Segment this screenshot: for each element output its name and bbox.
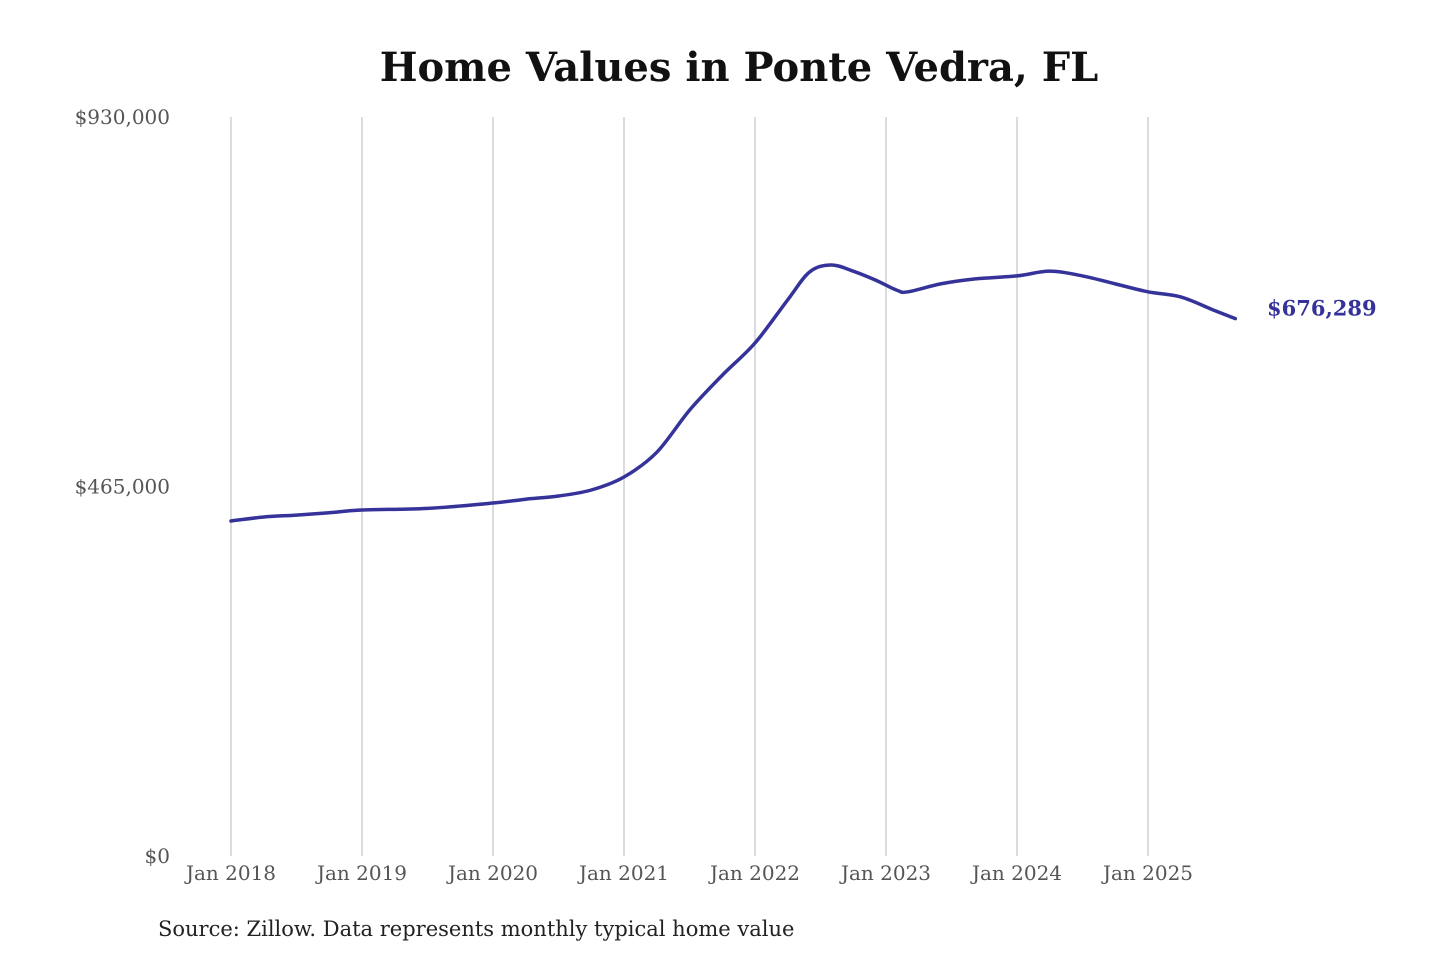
x-tick-label: Jan 2019 [315,861,407,885]
x-tick-label: Jan 2022 [708,861,800,885]
end-value-label: $676,289 [1267,296,1377,321]
chart-title: Home Values in Ponte Vedra, FL [379,44,1099,91]
x-tick-label: Jan 2018 [184,861,276,885]
x-tick-label: Jan 2021 [577,861,669,885]
x-tick-label: Jan 2024 [970,861,1062,885]
x-tick-label: Jan 2025 [1101,861,1193,885]
source-note: Source: Zillow. Data represents monthly … [158,917,795,941]
x-tick-label: Jan 2020 [446,861,538,885]
y-tick-label: $0 [145,844,170,868]
y-tick-label: $930,000 [75,105,170,129]
home-value-line [229,263,1238,523]
y-tick-label: $465,000 [75,475,170,499]
x-tick-label: Jan 2023 [839,861,931,885]
